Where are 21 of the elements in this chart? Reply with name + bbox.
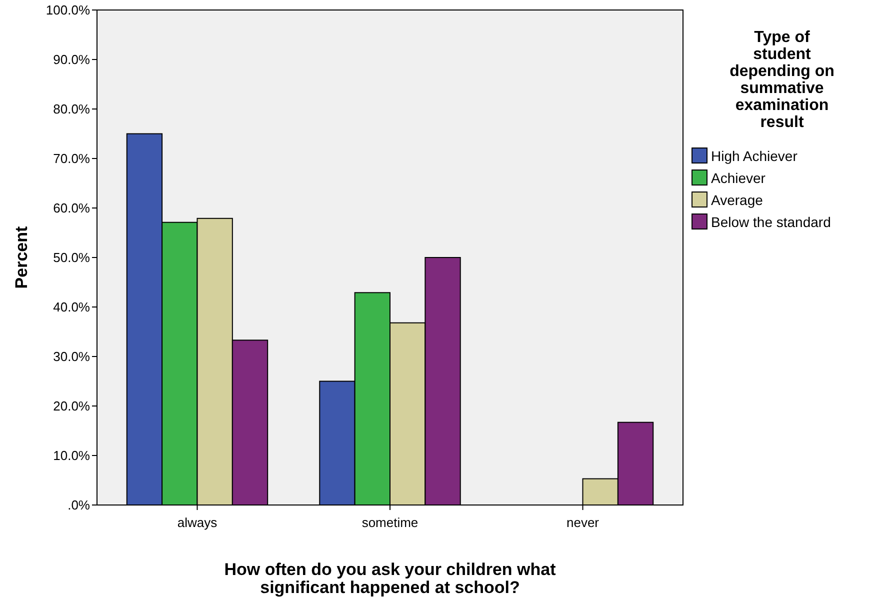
y-tick-label: 40.0% bbox=[53, 300, 90, 315]
y-tick-label: 100.0% bbox=[46, 2, 90, 18]
legend-title: Type of student depending on summative examination result bbox=[730, 29, 834, 131]
x-tick-label: sometime bbox=[362, 515, 418, 530]
y-axis-title: Percent bbox=[12, 226, 31, 289]
y-tick-label: 50.0% bbox=[53, 250, 90, 266]
legend-label: High Achiever bbox=[711, 148, 798, 164]
y-tick-label: .0% bbox=[68, 498, 90, 513]
y-tick-label: 60.0% bbox=[53, 200, 90, 216]
x-tick-label: always bbox=[177, 515, 218, 530]
y-tick-label: 20.0% bbox=[53, 398, 90, 414]
y-tick-label: 30.0% bbox=[53, 349, 90, 364]
x-axis-title: How often do you ask your children what significant happened at school? bbox=[224, 560, 556, 597]
x-tick-label: never bbox=[566, 515, 600, 530]
legend-label: Average bbox=[711, 192, 764, 208]
y-tick-label: 90.0% bbox=[53, 52, 90, 68]
y-tick-label: 10.0% bbox=[53, 448, 90, 464]
y-tick-label: 80.0% bbox=[53, 102, 90, 117]
legend-label: Achiever bbox=[711, 170, 766, 186]
legend-label: Below the standard bbox=[711, 214, 831, 230]
y-tick-label: 70.0% bbox=[53, 151, 90, 166]
